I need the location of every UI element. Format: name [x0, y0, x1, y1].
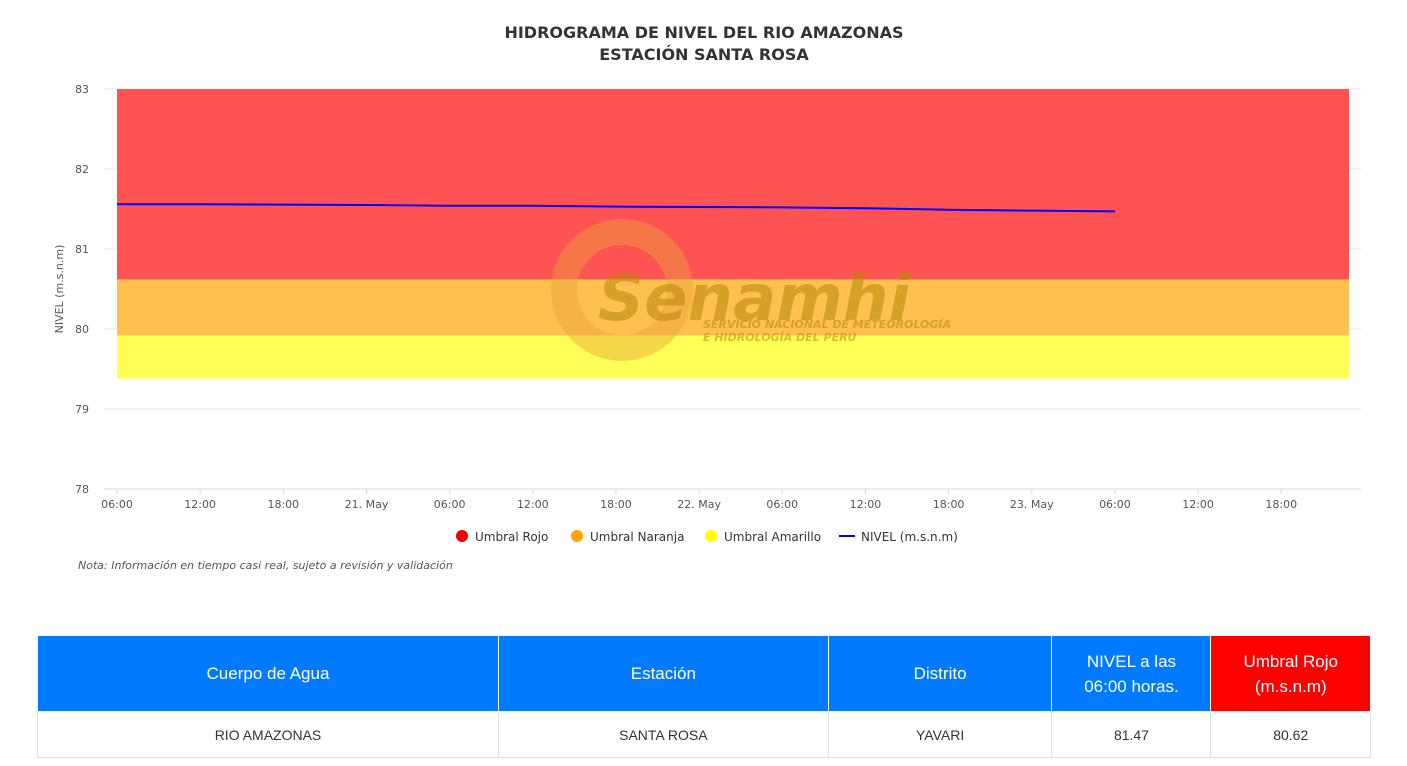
legend-marker-umbral-naranja [571, 530, 583, 542]
header-distrito: Distrito [827, 635, 1053, 712]
watermark-name: Senamhi [598, 262, 912, 336]
legend-item-umbral-rojo[interactable]: Umbral Rojo [456, 530, 548, 544]
x-tick-label: 12:00 [517, 498, 549, 511]
legend-label-umbral-rojo: Umbral Rojo [475, 530, 548, 544]
chart-title-line1: HIDROGRAMA DE NIVEL DEL RIO AMAZONAS [504, 23, 903, 42]
x-tick-label: 06:00 [101, 498, 133, 511]
x-tick-label: 06:00 [766, 498, 798, 511]
legend-item-umbral-naranja[interactable]: Umbral Naranja [571, 530, 684, 544]
legend-marker-umbral-rojo [456, 530, 468, 542]
legend-item-umbral-amarillo[interactable]: Umbral Amarillo [705, 530, 821, 544]
cell-distrito: YAVARI [827, 711, 1053, 758]
x-tick-label: 18:00 [933, 498, 965, 511]
chart-title-line2: ESTACIÓN SANTA ROSA [599, 45, 809, 64]
x-tick-label: 21. May [345, 498, 389, 511]
legend-label-umbral-amarillo: Umbral Amarillo [724, 530, 821, 544]
x-tick-label: 23. May [1010, 498, 1054, 511]
summary-table: Cuerpo de Agua Estación Distrito NIVEL a… [37, 635, 1371, 758]
y-axis-ticks: 78 79 80 81 82 83 [75, 83, 89, 496]
y-tick-label: 82 [75, 163, 89, 176]
sun-logo-icon [551, 219, 693, 361]
legend: Umbral Rojo Umbral Naranja Umbral Amaril… [456, 530, 958, 544]
cell-estacion: SANTA ROSA [497, 711, 829, 758]
x-tick-label: 12:00 [1182, 498, 1214, 511]
watermark-line2: E HIDROLOGÍA DEL PERÚ [703, 331, 857, 344]
legend-item-nivel[interactable]: NIVEL (m.s.n.m) [839, 530, 958, 544]
cell-cuerpo-de-agua: RIO AMAZONAS [37, 711, 499, 758]
watermark-line1: SERVICIO NACIONAL DE METEOROLOGÍA [703, 318, 951, 331]
x-tick-label: 18:00 [1265, 498, 1297, 511]
legend-marker-umbral-amarillo [705, 530, 717, 542]
x-tick-label: 06:00 [1099, 498, 1131, 511]
table-header-row: Cuerpo de Agua Estación Distrito NIVEL a… [37, 635, 1371, 712]
header-nivel: NIVEL a las 06:00 horas. [1051, 635, 1212, 712]
senamhi-watermark: Senamhi SERVICIO NACIONAL DE METEOROLOGÍ… [551, 219, 951, 361]
y-tick-label: 80 [75, 323, 89, 336]
y-axis-label: NIVEL (m.s.n.m) [53, 245, 66, 334]
chart-note: Nota: Información en tiempo casi real, s… [78, 559, 453, 572]
cell-nivel: 81.47 [1051, 711, 1212, 758]
x-tick-label: 12:00 [850, 498, 882, 511]
legend-label-nivel: NIVEL (m.s.n.m) [861, 530, 958, 544]
y-tick-label: 81 [75, 243, 89, 256]
x-tick-label: 12:00 [184, 498, 216, 511]
header-nivel-line2: 06:00 horas. [1084, 676, 1179, 696]
x-tick-label: 22. May [677, 498, 721, 511]
table-row: RIO AMAZONAS SANTA ROSA YAVARI 81.47 80.… [37, 711, 1371, 758]
y-tick-label: 78 [75, 483, 89, 496]
y-tick-label: 83 [75, 83, 89, 96]
x-tick-label: 18:00 [600, 498, 632, 511]
hydrograph-chart: HIDROGRAMA DE NIVEL DEL RIO AMAZONAS EST… [53, 23, 1361, 544]
x-axis-ticks: 06:00 12:00 18:00 21. May 06:00 12:00 18:00 22.… [101, 489, 1297, 511]
threshold-bands [117, 89, 1349, 379]
x-tick-label: 06:00 [434, 498, 466, 511]
header-nivel-line1: NIVEL a las [1086, 651, 1177, 671]
y-tick-label: 79 [75, 403, 89, 416]
header-cuerpo-de-agua: Cuerpo de Agua [37, 635, 499, 712]
band-umbral-amarillo [117, 335, 1349, 379]
header-umbral-line2: (m.s.n.m) [1254, 676, 1327, 696]
header-estacion: Estación [497, 635, 829, 712]
series-nivel-line [117, 203, 1115, 213]
header-umbral-line1: Umbral Rojo [1243, 651, 1338, 671]
legend-label-umbral-naranja: Umbral Naranja [590, 530, 684, 544]
header-umbral-rojo: Umbral Rojo (m.s.n.m) [1210, 635, 1371, 712]
band-umbral-rojo [117, 89, 1349, 280]
x-tick-label: 18:00 [267, 498, 299, 511]
cell-umbral-rojo: 80.62 [1210, 711, 1371, 758]
band-umbral-naranja [117, 279, 1349, 336]
